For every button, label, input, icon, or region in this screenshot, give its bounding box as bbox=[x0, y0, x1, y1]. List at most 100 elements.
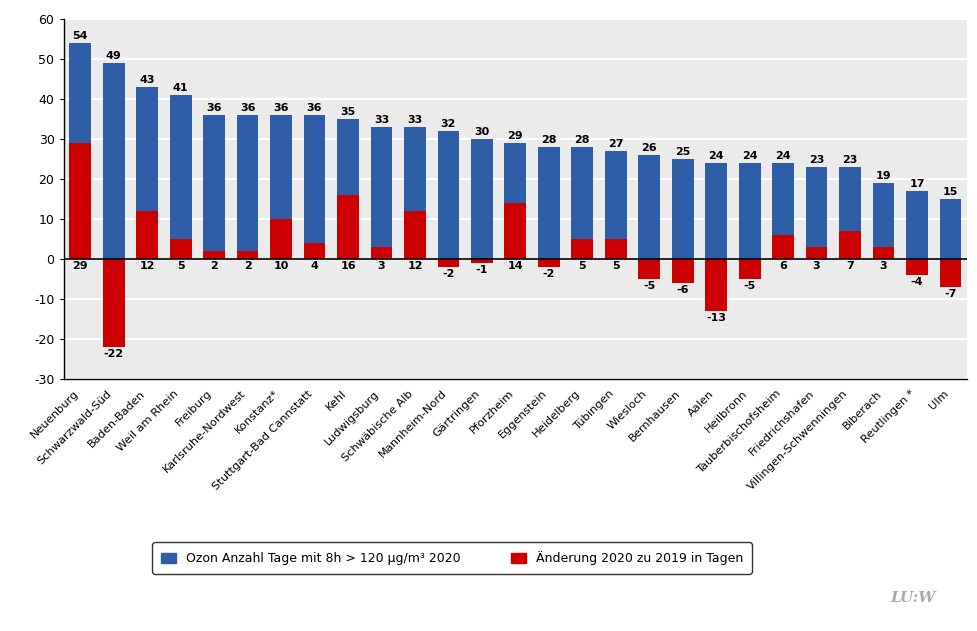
Legend: Ozon Anzahl Tage mit 8h > 120 µg/m³ 2020, Änderung 2020 zu 2019 in Tagen: Ozon Anzahl Tage mit 8h > 120 µg/m³ 2020… bbox=[152, 542, 751, 574]
Bar bbox=[170, 95, 191, 239]
Bar bbox=[271, 115, 292, 219]
Bar bbox=[471, 139, 492, 259]
Bar bbox=[739, 259, 760, 279]
Text: 33: 33 bbox=[407, 115, 423, 125]
Bar bbox=[404, 211, 426, 259]
Text: 14: 14 bbox=[508, 261, 523, 271]
Text: -1: -1 bbox=[476, 265, 488, 274]
Text: -4: -4 bbox=[911, 276, 923, 286]
Text: 4: 4 bbox=[311, 261, 319, 271]
Text: 24: 24 bbox=[708, 151, 724, 161]
Text: 49: 49 bbox=[106, 51, 121, 61]
Bar bbox=[438, 259, 459, 267]
Bar bbox=[739, 163, 760, 259]
Bar bbox=[572, 239, 593, 259]
Bar bbox=[705, 259, 727, 310]
Bar bbox=[438, 131, 459, 259]
Bar bbox=[705, 163, 727, 259]
Text: 27: 27 bbox=[608, 139, 623, 149]
Text: 54: 54 bbox=[72, 32, 88, 41]
Bar bbox=[538, 259, 560, 267]
Text: 3: 3 bbox=[378, 261, 385, 271]
Text: 35: 35 bbox=[340, 107, 356, 117]
Text: -2: -2 bbox=[443, 269, 454, 279]
Text: 6: 6 bbox=[780, 261, 787, 271]
Bar bbox=[906, 259, 928, 274]
Text: 43: 43 bbox=[140, 75, 155, 85]
Text: 36: 36 bbox=[274, 103, 289, 113]
Bar bbox=[304, 243, 325, 259]
Text: -5: -5 bbox=[643, 281, 656, 291]
Bar bbox=[203, 115, 225, 251]
Bar bbox=[806, 247, 828, 259]
Text: 28: 28 bbox=[574, 135, 590, 145]
Bar bbox=[471, 259, 492, 262]
Text: -2: -2 bbox=[542, 269, 555, 279]
Bar bbox=[103, 259, 125, 346]
Text: LU:W: LU:W bbox=[891, 591, 936, 605]
Text: 23: 23 bbox=[809, 155, 825, 165]
Bar bbox=[638, 155, 660, 259]
Bar bbox=[404, 127, 426, 211]
Text: 16: 16 bbox=[340, 261, 356, 271]
Text: 36: 36 bbox=[239, 103, 255, 113]
Bar bbox=[69, 43, 91, 143]
Bar bbox=[504, 143, 527, 203]
Bar bbox=[271, 219, 292, 259]
Text: 29: 29 bbox=[508, 131, 523, 141]
Text: -5: -5 bbox=[743, 281, 756, 291]
Bar bbox=[638, 259, 660, 279]
Text: -13: -13 bbox=[706, 312, 726, 322]
Text: 5: 5 bbox=[578, 261, 586, 271]
Bar bbox=[337, 119, 359, 195]
Bar bbox=[203, 251, 225, 259]
Text: 7: 7 bbox=[846, 261, 854, 271]
Bar bbox=[806, 167, 828, 247]
Bar bbox=[672, 259, 694, 283]
Text: 32: 32 bbox=[441, 119, 456, 129]
Text: 19: 19 bbox=[875, 171, 891, 181]
Text: 28: 28 bbox=[541, 135, 557, 145]
Text: 26: 26 bbox=[642, 143, 658, 153]
Bar bbox=[69, 143, 91, 259]
Bar bbox=[304, 115, 325, 243]
Bar bbox=[103, 63, 125, 259]
Text: 17: 17 bbox=[910, 179, 925, 189]
Text: 3: 3 bbox=[813, 261, 821, 271]
Text: 15: 15 bbox=[943, 187, 958, 197]
Bar bbox=[370, 247, 393, 259]
Text: 2: 2 bbox=[210, 261, 218, 271]
Text: -22: -22 bbox=[104, 348, 124, 358]
Bar bbox=[772, 235, 794, 259]
Bar bbox=[940, 199, 961, 259]
Bar bbox=[170, 239, 191, 259]
Bar bbox=[839, 231, 861, 259]
Text: 3: 3 bbox=[879, 261, 887, 271]
Text: 36: 36 bbox=[307, 103, 322, 113]
Text: -7: -7 bbox=[945, 289, 956, 298]
Bar bbox=[538, 147, 560, 259]
Bar bbox=[940, 259, 961, 286]
Text: 24: 24 bbox=[776, 151, 791, 161]
Bar bbox=[504, 203, 527, 259]
Bar bbox=[337, 195, 359, 259]
Text: 12: 12 bbox=[407, 261, 423, 271]
Text: 25: 25 bbox=[675, 147, 691, 157]
Bar bbox=[872, 247, 894, 259]
Bar bbox=[906, 191, 928, 259]
Text: -6: -6 bbox=[676, 285, 689, 295]
Text: 5: 5 bbox=[612, 261, 619, 271]
Text: 23: 23 bbox=[842, 155, 858, 165]
Bar bbox=[839, 167, 861, 231]
Bar bbox=[236, 115, 259, 251]
Text: 2: 2 bbox=[243, 261, 251, 271]
Text: 12: 12 bbox=[140, 261, 155, 271]
Text: 5: 5 bbox=[177, 261, 185, 271]
Text: 33: 33 bbox=[374, 115, 389, 125]
Bar bbox=[370, 127, 393, 247]
Text: 41: 41 bbox=[173, 83, 189, 93]
Text: 29: 29 bbox=[72, 261, 88, 271]
Bar bbox=[137, 211, 158, 259]
Bar bbox=[572, 147, 593, 239]
Bar bbox=[236, 251, 259, 259]
